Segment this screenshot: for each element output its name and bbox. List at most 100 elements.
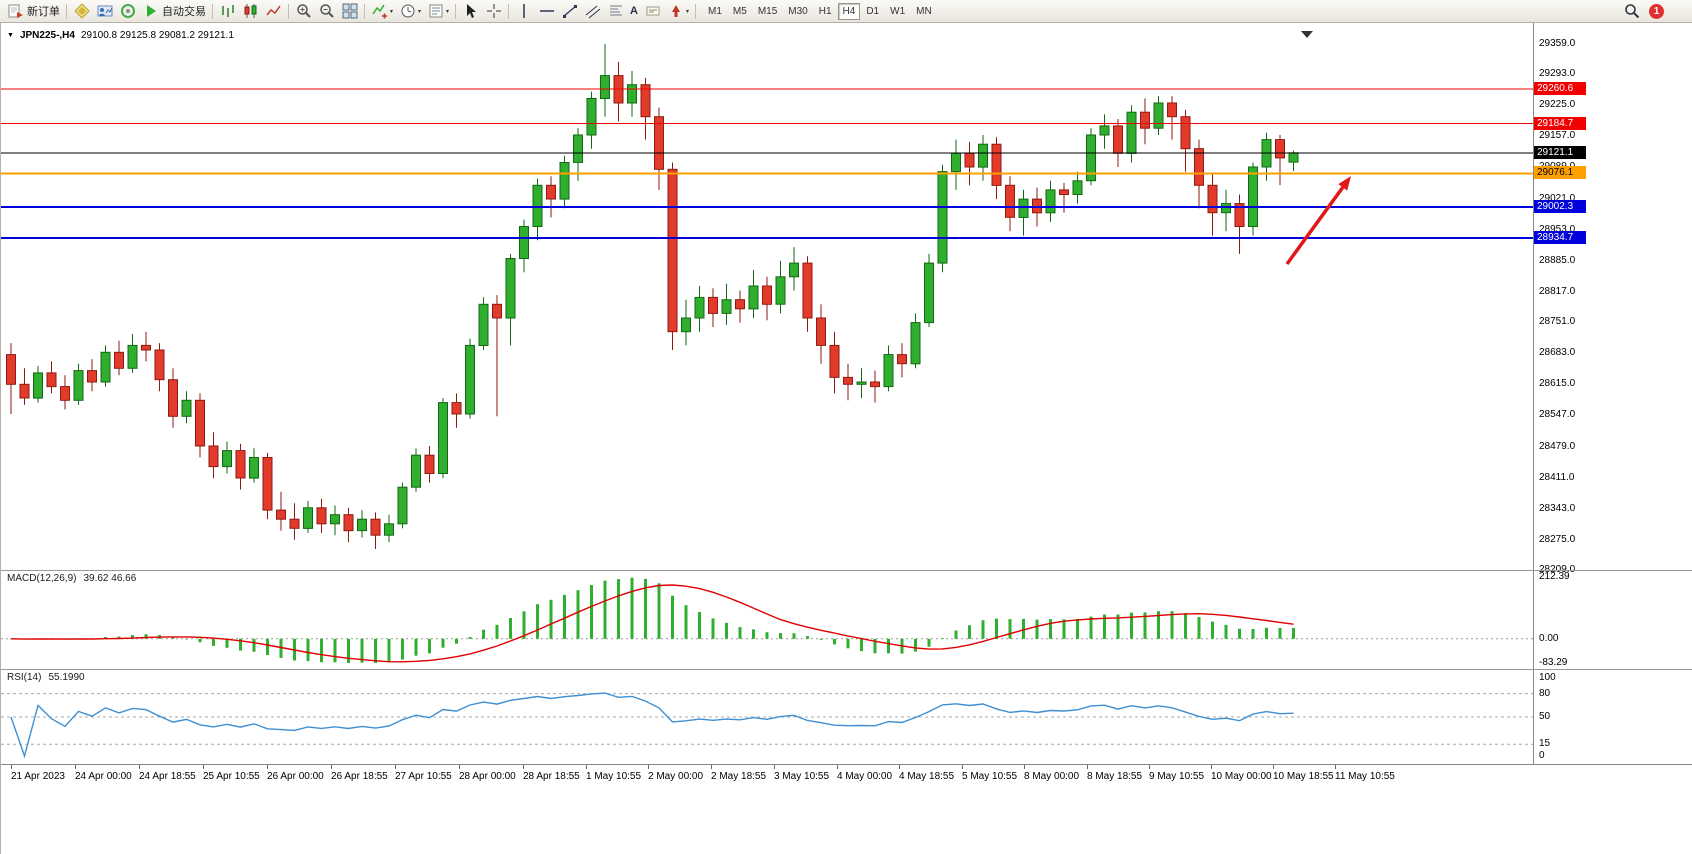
toolbar-separator	[288, 3, 289, 19]
timeframe-button-D1[interactable]: D1	[861, 3, 884, 20]
price-line-badge[interactable]: 29184.7	[1534, 117, 1586, 130]
price-axis-label: 28411.0	[1539, 472, 1575, 483]
cursor-button[interactable]	[459, 1, 482, 21]
annotation-arrow[interactable]	[1338, 176, 1351, 191]
time-axis-label: 1 May 10:55	[586, 771, 642, 782]
toolbar-separator	[212, 3, 213, 19]
time-axis-label: 9 May 10:55	[1149, 771, 1205, 782]
zoom-in-button[interactable]	[292, 1, 315, 21]
bar-chart-button[interactable]	[216, 1, 239, 21]
price-axis[interactable]: 29359.029293.029225.029157.029089.029021…	[1533, 22, 1692, 764]
tile-windows-button[interactable]	[338, 1, 361, 21]
time-axis-tick	[11, 765, 12, 769]
timeframe-button-M30[interactable]: M30	[783, 3, 812, 20]
time-axis-label: 5 May 10:55	[962, 771, 1018, 782]
price-axis-label: 29225.0	[1539, 99, 1576, 110]
candlestick-chart-button[interactable]	[239, 1, 262, 21]
search-button[interactable]	[1620, 1, 1643, 21]
price-line-badge[interactable]: 29002.3	[1534, 200, 1586, 213]
time-axis-tick	[648, 765, 649, 769]
time-axis-label: 24 Apr 00:00	[75, 771, 132, 782]
autotrading-button[interactable]: 自动交易	[139, 1, 209, 21]
time-axis-tick	[1211, 765, 1212, 769]
rsi-axis-label: 50	[1539, 711, 1551, 722]
timeframe-button-M1[interactable]: M1	[703, 3, 727, 20]
price-line-badge[interactable]: 29076.1	[1534, 166, 1586, 179]
rsi-value: 55.1990	[48, 672, 85, 683]
time-axis-tick	[1335, 765, 1336, 769]
channel-icon	[584, 3, 601, 19]
time-axis-tick	[459, 765, 460, 769]
timeframe-button-H1[interactable]: H1	[814, 3, 837, 20]
candlestick-chart[interactable]	[1, 28, 1533, 570]
zoom-out-button[interactable]	[315, 1, 338, 21]
timeframe-button-M5[interactable]: M5	[728, 3, 752, 20]
label-button[interactable]	[641, 1, 664, 21]
price-axis-label: 28275.0	[1539, 534, 1576, 545]
panel-divider[interactable]	[1, 669, 1692, 670]
price-axis-label: 28479.0	[1539, 441, 1576, 452]
chevron-down-icon: ▾	[390, 8, 394, 15]
market-watch-button[interactable]	[116, 1, 139, 21]
timeframe-button-H4[interactable]: H4	[837, 2, 861, 20]
chevron-down-icon: ▾	[418, 8, 422, 15]
indicators-button[interactable]: ▾	[368, 1, 396, 21]
collapse-triangle-icon[interactable]: ▼	[7, 32, 14, 39]
mql-wizard-button[interactable]	[70, 1, 93, 21]
templates-button[interactable]: ▾	[424, 1, 452, 21]
text-button[interactable]: A	[627, 1, 641, 21]
text-label-icon	[644, 3, 661, 19]
fibonacci-icon	[607, 3, 624, 19]
macd-panel: MACD(12,26,9) 39.62 46.66	[1, 571, 1533, 669]
navigator-icon	[96, 3, 113, 19]
line-chart-button[interactable]	[262, 1, 285, 21]
price-axis-label: 28683.0	[1539, 347, 1576, 358]
time-axis-label: 25 Apr 10:55	[203, 771, 260, 782]
timeframe-button-M15[interactable]: M15	[753, 3, 782, 20]
new-order-button[interactable]: 新订单	[4, 1, 63, 21]
time-axis-tick	[711, 765, 712, 769]
main-toolbar: 新订单 自动交易	[0, 0, 1692, 23]
zoom-out-icon	[318, 3, 335, 19]
price-axis-label: 29359.0	[1539, 38, 1576, 49]
vertical-line-button[interactable]	[512, 1, 535, 21]
panel-divider[interactable]	[1, 570, 1692, 571]
chevron-down-icon: ▾	[686, 8, 690, 15]
rsi-title: RSI(14)	[7, 672, 42, 683]
macd-chart	[1, 577, 1533, 663]
chevron-down-icon: ▾	[446, 8, 450, 15]
crosshair-button[interactable]	[482, 1, 505, 21]
fibonacci-button[interactable]	[604, 1, 627, 21]
timeframe-button-W1[interactable]: W1	[885, 3, 910, 20]
channel-button[interactable]	[581, 1, 604, 21]
trendline-icon	[561, 3, 578, 19]
periods-button[interactable]: ▾	[396, 1, 424, 21]
time-axis-label: 2 May 00:00	[648, 771, 704, 782]
price-line-badge[interactable]: 28934.7	[1534, 231, 1586, 244]
main-plot[interactable]: ▼ JPN225-,H4 29100.8 29125.8 29081.2 291…	[1, 28, 1533, 570]
horizontal-line-button[interactable]	[535, 1, 558, 21]
time-axis-tick	[774, 765, 775, 769]
time-axis-label: 27 Apr 10:55	[395, 771, 452, 782]
price-axis-label: 28817.0	[1539, 286, 1576, 297]
price-axis-label: 28343.0	[1539, 503, 1576, 514]
clock-icon	[399, 3, 416, 19]
timeframe-button-MN[interactable]: MN	[911, 3, 937, 20]
time-axis[interactable]: 21 Apr 2023 24 Apr 00:00 24 Apr 18:55 25 Ap…	[1, 764, 1692, 791]
time-axis-label: 3 May 10:55	[774, 771, 830, 782]
time-axis-tick	[1149, 765, 1150, 769]
time-axis-label: 28 Apr 00:00	[459, 771, 516, 782]
macd-axis-label: 212.39	[1539, 571, 1570, 582]
notification-badge[interactable]: 1	[1649, 3, 1664, 19]
text-tool-icon: A	[630, 5, 638, 17]
chart-shift-marker-icon[interactable]	[1301, 31, 1313, 38]
tile-windows-icon	[341, 3, 358, 19]
crosshair-icon	[485, 3, 502, 19]
arrows-button[interactable]: ▾	[664, 1, 692, 21]
symbol-period-label: JPN225-,H4	[19, 30, 75, 41]
rsi-axis-label: 15	[1539, 738, 1551, 749]
price-line-badge[interactable]: 29260.6	[1534, 82, 1586, 95]
time-axis-tick	[523, 765, 524, 769]
trendline-button[interactable]	[558, 1, 581, 21]
navigator-button[interactable]	[93, 1, 116, 21]
